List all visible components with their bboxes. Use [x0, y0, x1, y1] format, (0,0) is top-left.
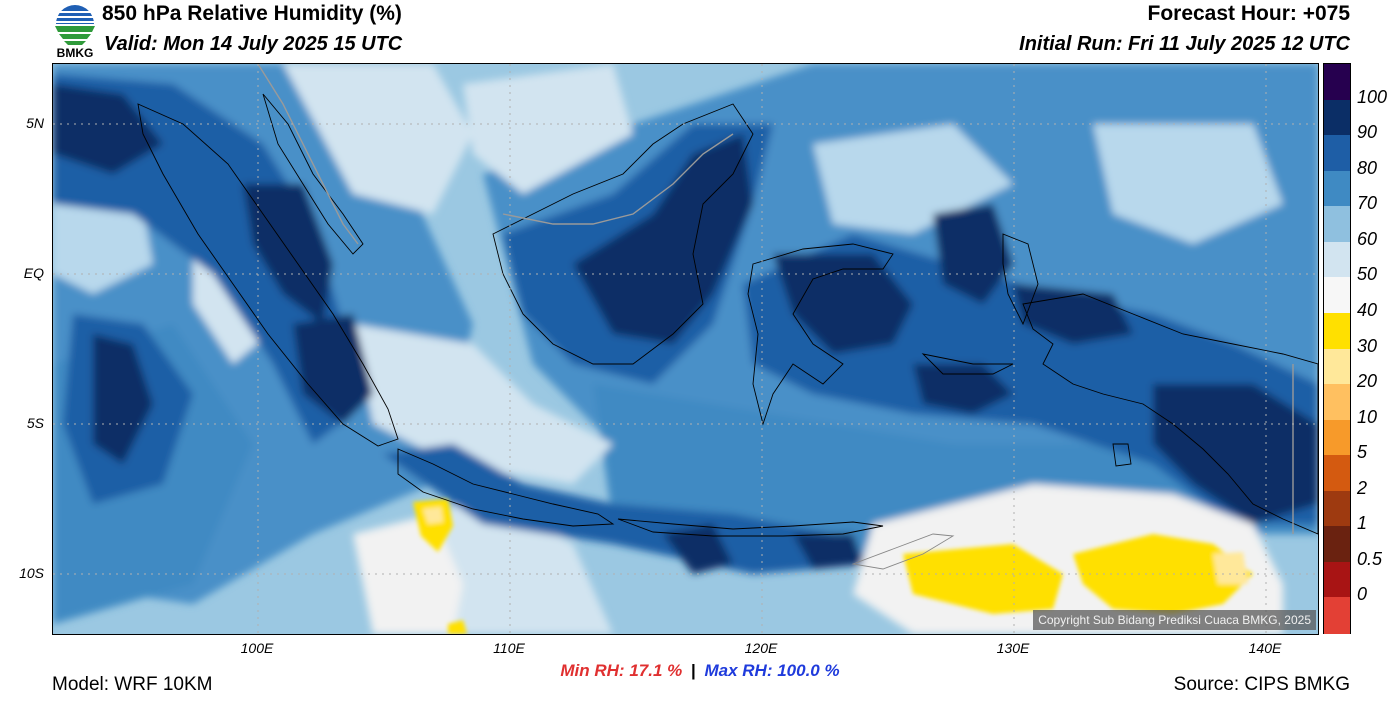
colorbar-segment — [1324, 135, 1350, 172]
colorbar-label: 100 — [1357, 86, 1388, 107]
colorbar-segment — [1324, 419, 1350, 456]
bmkg-emblem-icon — [54, 5, 96, 45]
humidity-field — [53, 64, 1318, 634]
chart-title: 850 hPa Relative Humidity (%) — [102, 2, 402, 25]
colorbar-label: 50 — [1357, 264, 1378, 285]
model-label: Model: WRF 10KM — [52, 674, 213, 695]
lat-label-eq: EQ — [23, 265, 44, 281]
colorbar-label: 2 — [1357, 477, 1368, 498]
minmax-separator: | — [690, 661, 696, 680]
coastlines — [137, 93, 1318, 570]
lat-label-10s: 10S — [19, 565, 44, 581]
colorbar-label: 40 — [1357, 299, 1378, 320]
colorbar-segment — [1324, 99, 1350, 136]
colorbar-segment — [1324, 312, 1350, 349]
logo-text: BMKG — [56, 46, 94, 60]
source-label: Source: CIPS BMKG — [1173, 674, 1350, 695]
min-rh: Min RH: 17.1 % — [560, 661, 683, 680]
colorbar-label: 5 — [1357, 442, 1368, 463]
colorbar-label: 60 — [1357, 228, 1378, 249]
lon-label-100e: 100E — [240, 640, 274, 656]
colorbar-label: 30 — [1357, 335, 1378, 356]
min-max-readout: Min RH: 17.1 % | Max RH: 100.0 % — [0, 661, 1400, 681]
colorbar-label: 90 — [1357, 122, 1378, 143]
max-rh: Max RH: 100.0 % — [704, 661, 840, 680]
lon-label-130e: 130E — [996, 640, 1030, 656]
colorbar-segment — [1324, 348, 1350, 385]
colorbar-segment — [1324, 170, 1350, 207]
colorbar-segment — [1324, 64, 1350, 101]
bmkg-logo: BMKG — [50, 2, 100, 60]
colorbar-label: 0 — [1357, 584, 1368, 605]
colorbar-label: 0.5 — [1357, 548, 1383, 569]
colorbar-segment — [1324, 597, 1350, 634]
colorbar-segment — [1324, 384, 1350, 421]
colorbar-segment — [1324, 241, 1350, 278]
colorbar-segment — [1324, 455, 1350, 492]
colorbar-segment — [1324, 526, 1350, 563]
lat-label-5s: 5S — [26, 415, 44, 431]
lon-label-120e: 120E — [744, 640, 778, 656]
colorbar-label: 10 — [1357, 406, 1378, 427]
lon-label-140e: 140E — [1248, 640, 1282, 656]
colorbar-segment — [1324, 277, 1350, 314]
humidity-map — [52, 63, 1319, 635]
lat-label-5n: 5N — [26, 115, 44, 131]
forecast-hour: Forecast Hour: +075 — [1147, 2, 1351, 25]
colorbar-segment — [1324, 206, 1350, 243]
colorbar-label: 70 — [1357, 193, 1378, 214]
copyright-notice: Copyright Sub Bidang Prediksi Cuaca BMKG… — [1033, 610, 1316, 630]
colorbar — [1323, 63, 1351, 634]
colorbar-segment — [1324, 490, 1350, 527]
colorbar-label: 1 — [1357, 513, 1368, 534]
gridlines — [53, 64, 1318, 634]
lon-label-110e: 110E — [493, 640, 525, 656]
colorbar-label: 20 — [1357, 371, 1378, 392]
colorbar-label: 80 — [1357, 157, 1378, 178]
colorbar-segment — [1324, 561, 1350, 598]
borders — [257, 64, 1294, 534]
initial-run: Initial Run: Fri 11 July 2025 12 UTC — [1019, 33, 1350, 55]
valid-time: Valid: Mon 14 July 2025 15 UTC — [104, 33, 403, 55]
